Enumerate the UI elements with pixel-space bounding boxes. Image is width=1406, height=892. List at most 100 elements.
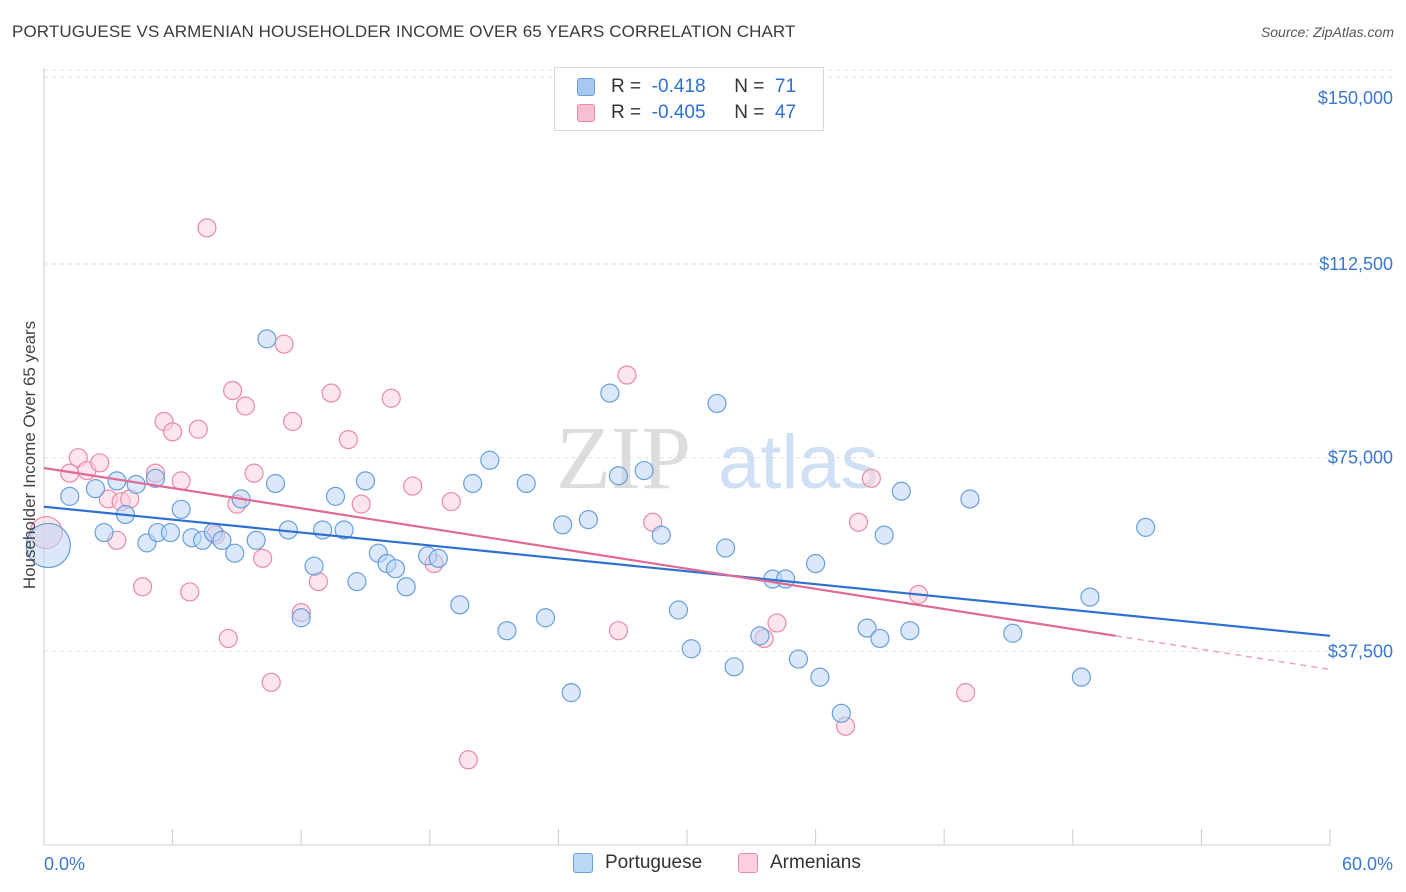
x-tick-label: 60.0% xyxy=(1342,854,1393,874)
legend-swatch-armenians xyxy=(738,853,758,873)
point-armenians xyxy=(617,365,637,385)
point-portuguese xyxy=(265,473,286,494)
point-armenians xyxy=(283,411,303,432)
point-portuguese xyxy=(891,481,911,501)
point-portuguese xyxy=(874,525,894,545)
series-legend: Portuguese Armenians xyxy=(0,852,1406,878)
point-portuguese xyxy=(160,522,181,543)
trend-line-armenians-extrapolated xyxy=(1115,635,1331,671)
point-portuguese xyxy=(94,522,114,543)
point-portuguese xyxy=(428,548,448,568)
point-portuguese xyxy=(651,525,671,545)
point-armenians xyxy=(163,422,183,442)
point-armenians xyxy=(235,396,256,416)
point-portuguese xyxy=(304,556,324,576)
point-portuguese xyxy=(535,608,556,628)
point-portuguese xyxy=(578,510,599,530)
point-armenians xyxy=(403,476,423,496)
point-armenians xyxy=(767,613,787,633)
series-portuguese-points xyxy=(25,329,1156,723)
point-portuguese xyxy=(788,649,809,669)
point-armenians xyxy=(608,621,629,641)
trend-lines xyxy=(43,466,1331,671)
r-label: R = xyxy=(611,102,642,123)
point-armenians xyxy=(848,512,869,532)
point-portuguese xyxy=(257,329,277,349)
legend-swatch-portuguese xyxy=(573,853,593,873)
trend-line-armenians xyxy=(43,466,1116,637)
point-portuguese xyxy=(1136,517,1156,537)
point-armenians xyxy=(351,494,371,514)
point-armenians xyxy=(274,334,294,354)
point-portuguese xyxy=(212,530,232,550)
trend-line-portuguese xyxy=(43,505,1331,637)
legend-item-armenians[interactable]: Armenians xyxy=(738,852,861,874)
point-portuguese xyxy=(561,683,581,703)
point-armenians xyxy=(197,218,217,238)
point-armenians xyxy=(171,471,191,491)
point-portuguese xyxy=(600,383,620,403)
legend-item-portuguese[interactable]: Portuguese xyxy=(573,852,702,874)
point-portuguese xyxy=(900,621,920,641)
point-portuguese xyxy=(385,559,406,579)
point-armenians xyxy=(218,628,238,649)
point-portuguese xyxy=(225,543,245,563)
y-tick-label: $150,000 xyxy=(1318,88,1393,108)
point-portuguese xyxy=(831,703,851,723)
y-tick-label: $37,500 xyxy=(1328,641,1393,661)
legend-row-armenians: R = -0.405 N = 47 xyxy=(577,101,796,125)
point-armenians xyxy=(861,468,881,488)
correlation-legend: R = -0.418 N = 71 R = -0.405 N = 47 xyxy=(554,67,824,131)
point-portuguese xyxy=(608,466,629,486)
point-portuguese xyxy=(325,486,346,506)
point-armenians xyxy=(381,388,401,408)
point-armenians xyxy=(956,683,976,703)
watermark-zip: ZIP xyxy=(556,409,691,508)
point-portuguese xyxy=(347,572,367,592)
point-portuguese xyxy=(480,450,500,470)
y-tick-label: $112,500 xyxy=(1319,254,1393,274)
point-portuguese xyxy=(857,618,877,638)
point-portuguese xyxy=(60,486,80,506)
x-tick-label: 0.0% xyxy=(44,854,85,874)
point-portuguese xyxy=(497,621,517,641)
point-portuguese xyxy=(634,460,654,481)
n-value: 47 xyxy=(774,102,797,123)
point-portuguese xyxy=(145,468,166,488)
point-armenians xyxy=(321,383,341,403)
axes xyxy=(43,68,1331,846)
point-portuguese xyxy=(246,530,266,550)
point-portuguese xyxy=(715,538,736,558)
grid-lines xyxy=(44,69,1392,652)
point-portuguese xyxy=(707,393,727,414)
point-armenians xyxy=(223,380,243,401)
point-portuguese xyxy=(810,667,830,687)
point-armenians xyxy=(244,463,264,483)
legend-swatch-armenians xyxy=(577,104,595,122)
point-armenians xyxy=(261,672,281,692)
n-label: N = xyxy=(734,76,765,97)
legend-row-portuguese: R = -0.418 N = 71 xyxy=(577,75,796,99)
point-portuguese xyxy=(960,489,980,509)
point-portuguese xyxy=(25,522,71,569)
r-value: -0.418 xyxy=(651,76,706,97)
legend-label-armenians: Armenians xyxy=(770,852,861,873)
point-portuguese xyxy=(291,608,311,628)
point-armenians xyxy=(253,548,273,568)
point-armenians xyxy=(338,429,358,450)
point-portuguese xyxy=(668,600,689,620)
point-portuguese xyxy=(355,471,376,491)
point-armenians xyxy=(188,419,208,439)
watermark-atlas: atlas xyxy=(718,420,879,505)
legend-label-portuguese: Portuguese xyxy=(605,852,703,873)
point-armenians xyxy=(458,750,478,770)
point-portuguese xyxy=(553,515,573,535)
y-tick-label: $75,000 xyxy=(1328,448,1393,468)
legend-swatch-portuguese xyxy=(577,78,595,96)
point-armenians xyxy=(132,577,153,597)
point-portuguese xyxy=(1080,587,1100,607)
y-axis-label: Householder Income Over 65 years xyxy=(20,321,39,589)
point-portuguese xyxy=(450,595,470,615)
r-label: R = xyxy=(611,76,642,97)
